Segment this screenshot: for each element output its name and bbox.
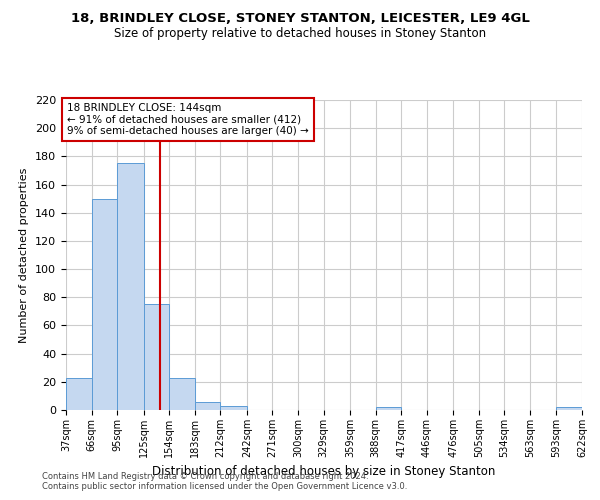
Bar (376, 407, 401, 410)
Text: Contains public sector information licensed under the Open Government Licence v3: Contains public sector information licen… (42, 482, 407, 491)
Bar (169, 378, 195, 410)
Bar (143, 304, 169, 410)
X-axis label: Distribution of detached houses by size in Stoney Stanton: Distribution of detached houses by size … (152, 466, 496, 478)
Bar (195, 402, 220, 410)
Bar (92, 198, 117, 410)
Y-axis label: Number of detached properties: Number of detached properties (19, 168, 29, 342)
Bar (556, 407, 582, 410)
Text: Size of property relative to detached houses in Stoney Stanton: Size of property relative to detached ho… (114, 28, 486, 40)
Text: 18 BRINDLEY CLOSE: 144sqm
← 91% of detached houses are smaller (412)
9% of semi-: 18 BRINDLEY CLOSE: 144sqm ← 91% of detac… (67, 103, 308, 136)
Bar (66, 378, 92, 410)
Text: Contains HM Land Registry data © Crown copyright and database right 2024.: Contains HM Land Registry data © Crown c… (42, 472, 368, 481)
Bar (117, 164, 143, 410)
Text: 18, BRINDLEY CLOSE, STONEY STANTON, LEICESTER, LE9 4GL: 18, BRINDLEY CLOSE, STONEY STANTON, LEIC… (71, 12, 529, 26)
Bar (220, 406, 247, 410)
